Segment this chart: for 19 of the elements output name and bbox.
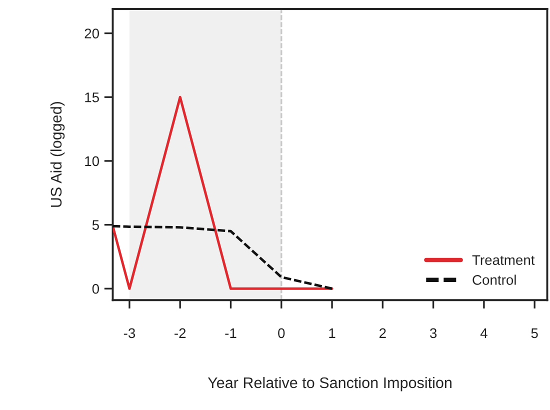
x-tick-label: -3 — [124, 328, 136, 338]
x-axis-title: Year Relative to Sanction Imposition — [208, 376, 452, 392]
x-tick-label: -2 — [174, 328, 186, 338]
legend-label: Treatment — [472, 255, 535, 265]
y-tick-label: 5 — [92, 220, 99, 230]
y-tick-label: 20 — [84, 28, 100, 38]
line-series — [112, 224, 334, 290]
y-tick-label: 15 — [85, 92, 99, 102]
x-tick-label: 3 — [430, 328, 437, 338]
y-tick-label: 0 — [92, 284, 100, 294]
legend-label: Control — [472, 274, 516, 285]
y-tick-label: 10 — [85, 156, 100, 166]
x-tick-label: 1 — [329, 328, 336, 338]
x-tick-label: 5 — [531, 328, 538, 338]
y-axis-title: US Aid (logged) — [50, 102, 65, 207]
x-tick-label: -1 — [225, 328, 236, 338]
x-tick-label: 0 — [278, 328, 285, 338]
x-tick-label: 2 — [380, 328, 386, 338]
x-tick-label: 4 — [480, 328, 488, 338]
